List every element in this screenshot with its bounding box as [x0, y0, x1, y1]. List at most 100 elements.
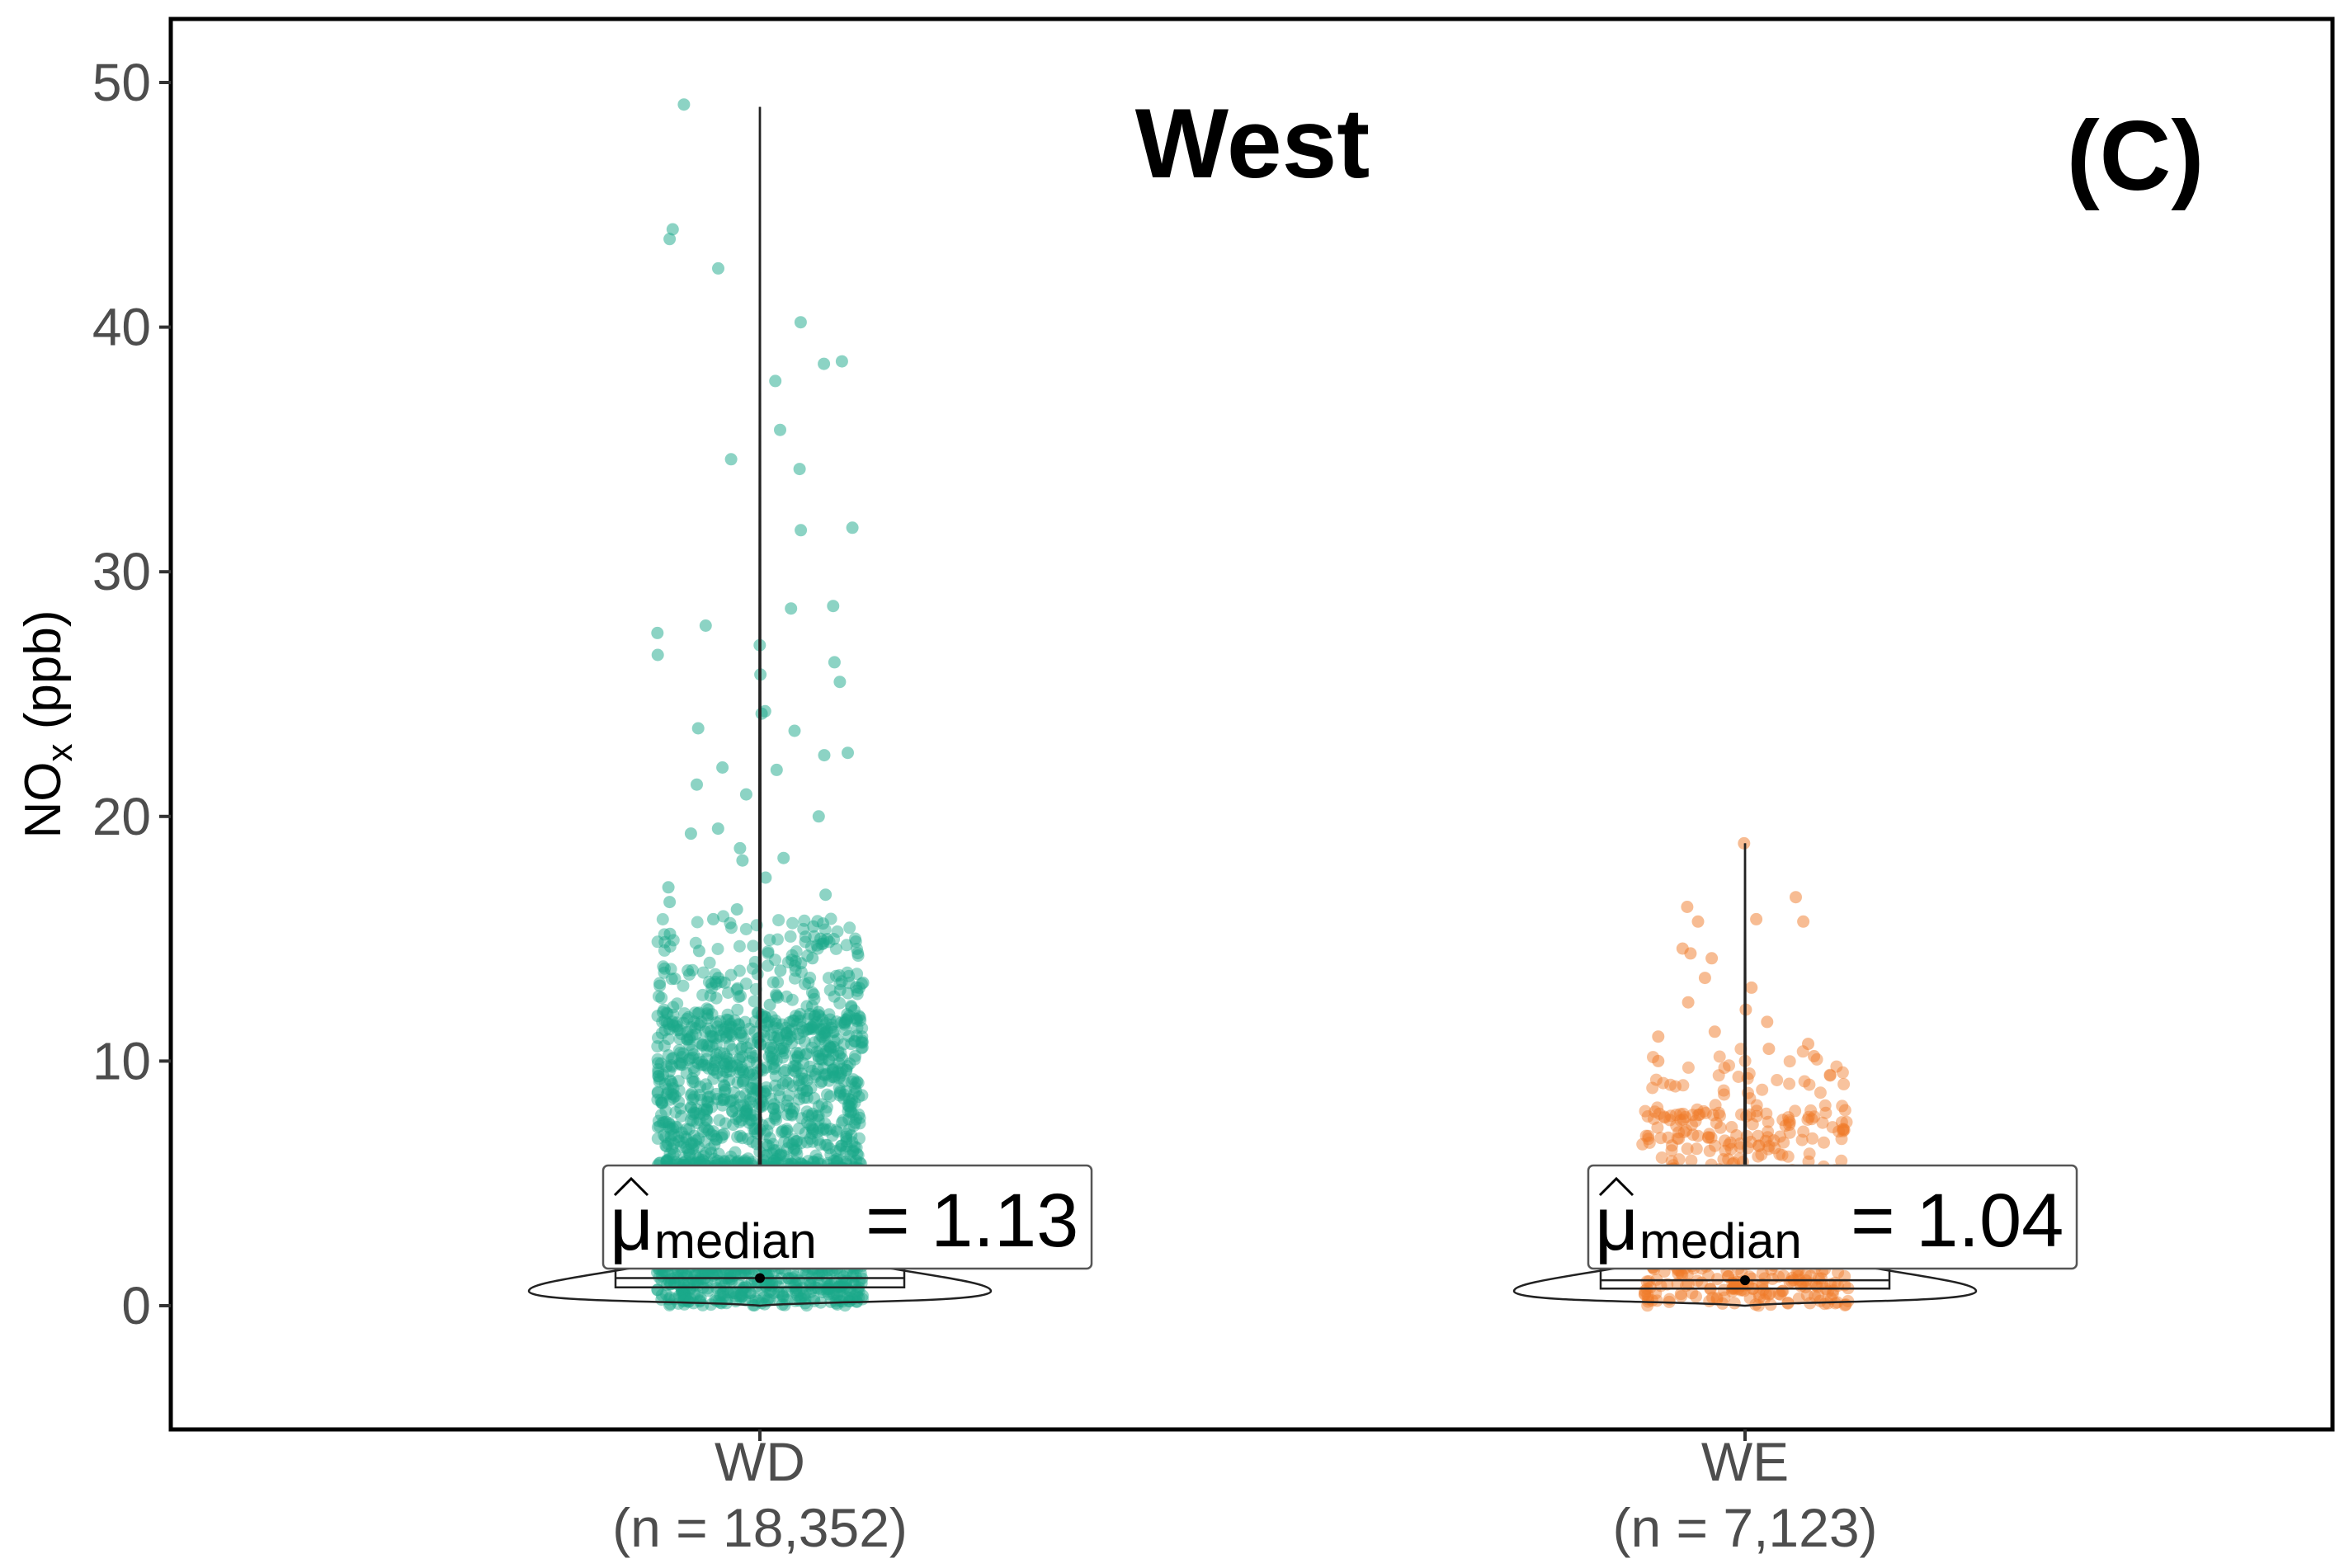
- data-point: [1823, 1069, 1837, 1082]
- data-point: [700, 1123, 714, 1137]
- data-point: [799, 977, 811, 991]
- data-point: [790, 1147, 804, 1161]
- data-point: [687, 1129, 700, 1142]
- data-point: [1674, 1108, 1686, 1121]
- data-point: [823, 1142, 836, 1155]
- data-point: [663, 1017, 675, 1030]
- data-point: [694, 1037, 707, 1050]
- outlier-point: [663, 233, 677, 246]
- data-point: [710, 1032, 723, 1045]
- data-point: [816, 1053, 829, 1067]
- data-point: [746, 1068, 759, 1081]
- data-point: [1818, 1136, 1830, 1149]
- data-point: [717, 910, 730, 923]
- data-point: [723, 1074, 736, 1086]
- data-point: [740, 1041, 753, 1054]
- data-point: [824, 1042, 837, 1054]
- data-point: [764, 1029, 777, 1041]
- data-point: [806, 1107, 819, 1120]
- data-point: [661, 1137, 674, 1151]
- data-point: [842, 977, 856, 990]
- data-point: [828, 933, 841, 945]
- data-point: [688, 1288, 700, 1302]
- data-point: [662, 1116, 675, 1129]
- y-tick-label: 0: [121, 1276, 151, 1335]
- data-point: [847, 1073, 860, 1086]
- data-point: [846, 1276, 859, 1289]
- outlier-point: [733, 841, 747, 855]
- jitter-points: [650, 98, 1855, 1312]
- outlier-point: [846, 521, 859, 534]
- data-point: [818, 1068, 830, 1081]
- data-point: [663, 1065, 676, 1078]
- data-point: [846, 1270, 859, 1283]
- data-point: [707, 1072, 720, 1085]
- outlier-point: [692, 944, 705, 958]
- data-point: [675, 1126, 688, 1139]
- data-point: [833, 1154, 847, 1167]
- outlier-point: [793, 463, 806, 476]
- data-point: [719, 1083, 732, 1096]
- data-point: [677, 1294, 691, 1307]
- data-point: [717, 1285, 730, 1298]
- data-point: [847, 1144, 860, 1157]
- x-category-label: WD: [715, 1431, 805, 1492]
- data-point: [671, 997, 684, 1010]
- data-point: [802, 1109, 815, 1122]
- data-point: [694, 1081, 707, 1094]
- data-point: [834, 1047, 847, 1060]
- data-point: [677, 1288, 690, 1301]
- data-point: [1664, 1078, 1677, 1091]
- data-point: [691, 1279, 705, 1293]
- data-point: [652, 990, 665, 1003]
- data-point: [807, 988, 820, 1001]
- data-point: [690, 1134, 703, 1147]
- data-point: [716, 1266, 729, 1279]
- data-point: [724, 916, 737, 930]
- data-point: [758, 1087, 771, 1100]
- data-point: [673, 1033, 686, 1045]
- outlier-point: [788, 724, 801, 737]
- data-point: [656, 1005, 669, 1019]
- data-point: [818, 1029, 831, 1042]
- data-point: [686, 1076, 700, 1089]
- median-point: [1740, 1275, 1750, 1286]
- data-point: [689, 1149, 702, 1162]
- data-point: [766, 1137, 780, 1151]
- data-point: [822, 972, 835, 985]
- data-point: [1783, 1055, 1796, 1068]
- data-point: [710, 1093, 724, 1105]
- data-point: [834, 1016, 847, 1029]
- data-point: [819, 1104, 833, 1118]
- data-point: [1804, 1104, 1818, 1117]
- data-point: [815, 1098, 828, 1111]
- data-point: [708, 1152, 720, 1165]
- data-point: [678, 1288, 691, 1302]
- data-point: [758, 1010, 771, 1024]
- data-point: [851, 1021, 864, 1034]
- data-point: [845, 1129, 858, 1142]
- data-point: [851, 1076, 865, 1090]
- outlier-point: [1761, 1015, 1774, 1029]
- data-point: [786, 1080, 800, 1093]
- data-point: [688, 1076, 701, 1089]
- data-point: [768, 1061, 781, 1074]
- data-point: [655, 1027, 668, 1040]
- data-point: [778, 1047, 791, 1060]
- data-point: [764, 1092, 777, 1105]
- data-point: [656, 1015, 669, 1029]
- data-point: [819, 1045, 833, 1057]
- data-point: [776, 1290, 790, 1303]
- data-point: [770, 1113, 783, 1126]
- outlier-point: [691, 778, 703, 791]
- data-point: [808, 1036, 821, 1049]
- data-point: [742, 1132, 755, 1146]
- data-point: [833, 969, 846, 982]
- data-point: [823, 1013, 837, 1026]
- outlier-point: [684, 827, 697, 841]
- data-point: [700, 1007, 714, 1020]
- data-point: [823, 1040, 837, 1053]
- data-point: [667, 1147, 681, 1160]
- data-point: [771, 1030, 784, 1043]
- data-point: [1773, 1147, 1786, 1161]
